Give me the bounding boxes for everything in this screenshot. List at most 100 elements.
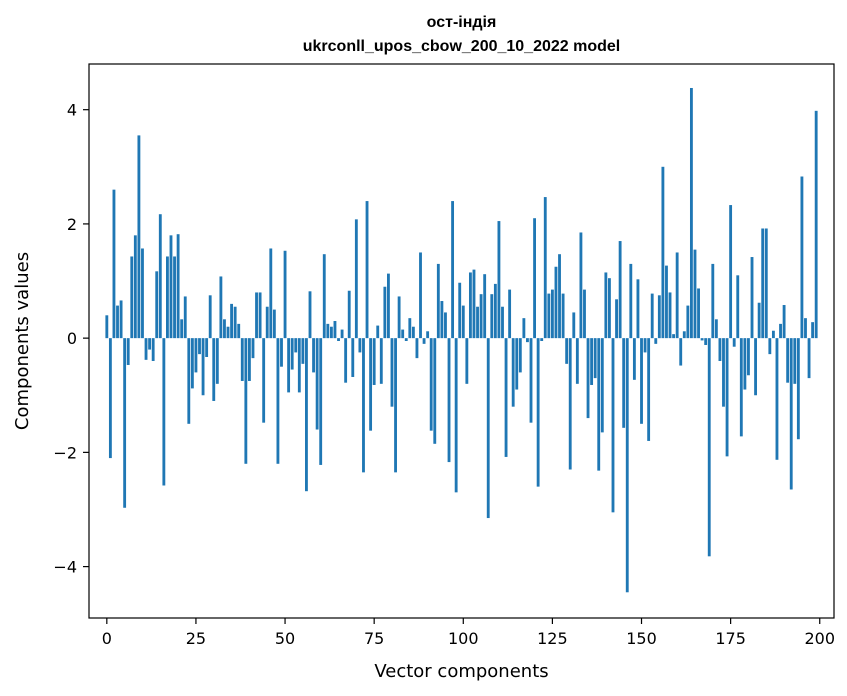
bar: [558, 254, 561, 339]
bar: [169, 235, 173, 339]
bar: [358, 338, 362, 353]
bar: [237, 323, 241, 339]
bar: [615, 299, 618, 339]
bar: [597, 338, 601, 471]
x-axis-label: Vector components: [374, 661, 548, 682]
bar: [251, 338, 255, 359]
bar: [340, 329, 344, 339]
x-tick-label: 25: [186, 629, 206, 648]
bar: [725, 338, 729, 457]
bar: [401, 329, 405, 339]
bar: [297, 338, 301, 393]
bar: [148, 338, 152, 350]
bar: [786, 338, 790, 383]
bar: [697, 288, 700, 339]
bar: [593, 338, 597, 379]
bar: [116, 305, 119, 339]
bar: [775, 338, 779, 460]
bar: [714, 319, 718, 339]
bar: [608, 278, 611, 339]
bar: [572, 312, 576, 339]
x-tick-label: 175: [715, 629, 746, 648]
bar: [108, 338, 112, 459]
bar: [771, 330, 775, 339]
bar: [408, 318, 412, 339]
bar: [718, 338, 722, 361]
y-tick-label: 4: [67, 101, 77, 120]
bar: [554, 266, 558, 339]
bar: [629, 263, 633, 339]
bar: [198, 338, 201, 355]
bar: [661, 166, 665, 339]
bar: [497, 221, 501, 339]
bar: [654, 338, 658, 344]
bar: [394, 338, 397, 473]
bar: [137, 135, 141, 339]
bar: [526, 338, 529, 343]
bar: [126, 338, 130, 365]
bar: [547, 293, 551, 339]
bar: [700, 338, 704, 341]
x-tick-label: 200: [804, 629, 835, 648]
bar: [272, 309, 276, 339]
bar: [472, 269, 476, 339]
bar: [540, 338, 544, 341]
x-axis-ticks: 0 25 50 75 100 125 150 175 200: [102, 618, 835, 648]
bar: [444, 312, 447, 339]
bar: [761, 228, 765, 339]
bar: [643, 338, 647, 353]
bar: [351, 338, 355, 377]
bar: [665, 265, 668, 339]
bar: [600, 338, 604, 433]
bar: [319, 338, 323, 465]
bar: [536, 338, 540, 487]
bar: [650, 293, 654, 339]
bar: [739, 338, 743, 437]
bar: [533, 218, 536, 339]
bar: [212, 338, 216, 401]
bar: [757, 302, 761, 339]
bar: [764, 228, 768, 339]
bar: [807, 338, 811, 379]
x-tick-label: 50: [275, 629, 295, 648]
bar: [486, 338, 490, 519]
bar: [657, 295, 661, 339]
bar: [468, 272, 472, 339]
bar: [201, 338, 205, 396]
bar: [447, 338, 451, 463]
bar: [329, 326, 333, 339]
bar: [123, 338, 127, 508]
bar: [240, 338, 244, 381]
bar: [308, 291, 312, 339]
bar: [379, 338, 383, 384]
bar: [294, 338, 298, 353]
bar: [800, 176, 804, 339]
bar: [796, 338, 800, 440]
bar: [312, 338, 315, 373]
bar: [176, 234, 180, 339]
bar: [376, 325, 380, 339]
bar: [732, 338, 736, 347]
bar: [162, 338, 166, 486]
bar: [640, 338, 643, 424]
bar: [522, 318, 526, 339]
bar: [244, 338, 248, 464]
bar: [290, 338, 294, 370]
bar: [151, 338, 155, 361]
bar: [247, 338, 251, 381]
bar: [622, 338, 626, 428]
bar: [269, 248, 273, 339]
x-tick-label: 0: [102, 629, 112, 648]
bar: [105, 315, 109, 339]
bar: [579, 232, 583, 339]
bar: [233, 306, 237, 339]
y-axis-label: Components values: [12, 252, 33, 430]
bar: [344, 338, 348, 383]
bar: [814, 110, 818, 339]
bar: [130, 256, 134, 339]
bar: [529, 338, 533, 423]
y-tick-label: −4: [53, 558, 77, 577]
bar: [668, 292, 672, 339]
bar: [561, 293, 565, 339]
bar: [636, 279, 640, 339]
